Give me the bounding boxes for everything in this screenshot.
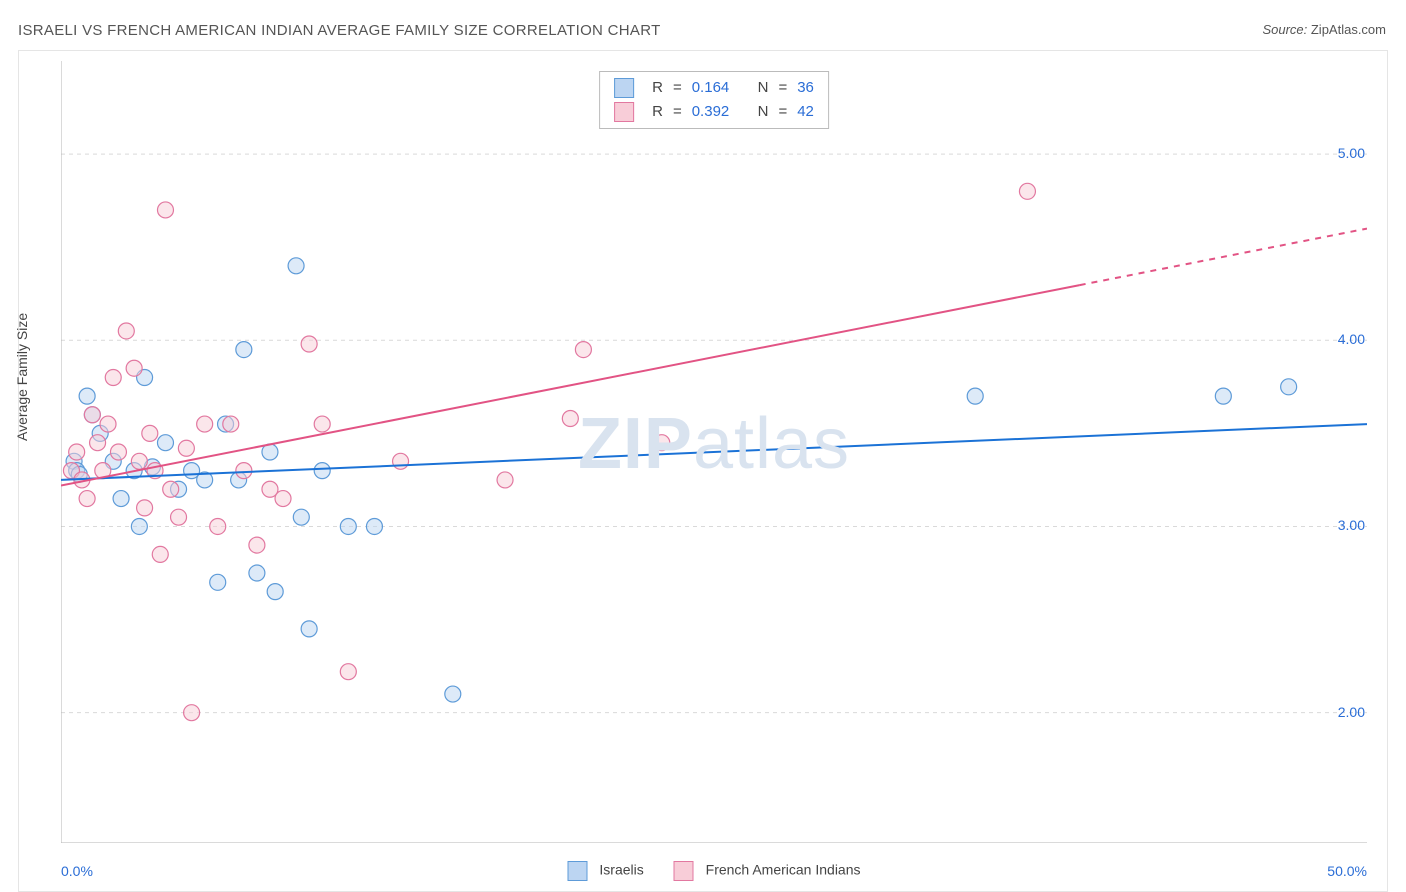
legend-swatch-israelis — [568, 861, 588, 881]
legend-item-french-ai: French American Indians — [674, 861, 861, 881]
x-max-label: 50.0% — [1327, 863, 1367, 879]
x-min-label: 0.0% — [61, 863, 93, 879]
r-label: R — [652, 76, 663, 100]
n-value-israelis: 36 — [797, 76, 814, 100]
chart-title: ISRAELI VS FRENCH AMERICAN INDIAN AVERAG… — [18, 22, 661, 39]
n-value-french-ai: 42 — [797, 100, 814, 124]
n-label: N — [758, 100, 769, 124]
r-label: R — [652, 100, 663, 124]
legend-label-french-ai: French American Indians — [706, 862, 861, 878]
n-label: N — [758, 76, 769, 100]
equals: = — [673, 76, 682, 100]
y-tick-label: 5.00 — [1338, 145, 1365, 161]
source-label: Source: ZipAtlas.com — [1262, 22, 1386, 37]
legend-swatch-french-ai — [674, 861, 694, 881]
equals: = — [673, 100, 682, 124]
y-tick-label: 2.00 — [1338, 704, 1365, 720]
y-tick-label: 4.00 — [1338, 331, 1365, 347]
source-prefix: Source: — [1262, 22, 1310, 37]
bottom-legend: Israelis French American Indians — [568, 861, 861, 881]
legend-item-israelis: Israelis — [568, 861, 644, 881]
plot-area: ZIPatlas R = 0.164 N = 36 R = 0.392 — [61, 61, 1367, 843]
equals: = — [778, 76, 787, 100]
chart-frame: Average Family Size ZIPatlas R = 0.164 N… — [18, 50, 1388, 892]
y-axis-label: Average Family Size — [14, 313, 30, 441]
legend-label-israelis: Israelis — [599, 862, 643, 878]
stats-legend-box: R = 0.164 N = 36 R = 0.392 N = 42 — [599, 71, 829, 129]
swatch-french-ai — [614, 102, 634, 122]
stats-row-israelis: R = 0.164 N = 36 — [614, 76, 814, 100]
equals: = — [778, 100, 787, 124]
x-axis-area: 0.0% 50.0% Israelis French American Indi… — [61, 849, 1367, 889]
r-value-israelis: 0.164 — [692, 76, 730, 100]
y-tick-label: 3.00 — [1338, 517, 1365, 533]
source-value: ZipAtlas.com — [1311, 22, 1386, 37]
scatter-chart — [61, 61, 1367, 843]
r-value-french-ai: 0.392 — [692, 100, 730, 124]
stats-row-french-ai: R = 0.392 N = 42 — [614, 100, 814, 124]
swatch-israelis — [614, 78, 634, 98]
